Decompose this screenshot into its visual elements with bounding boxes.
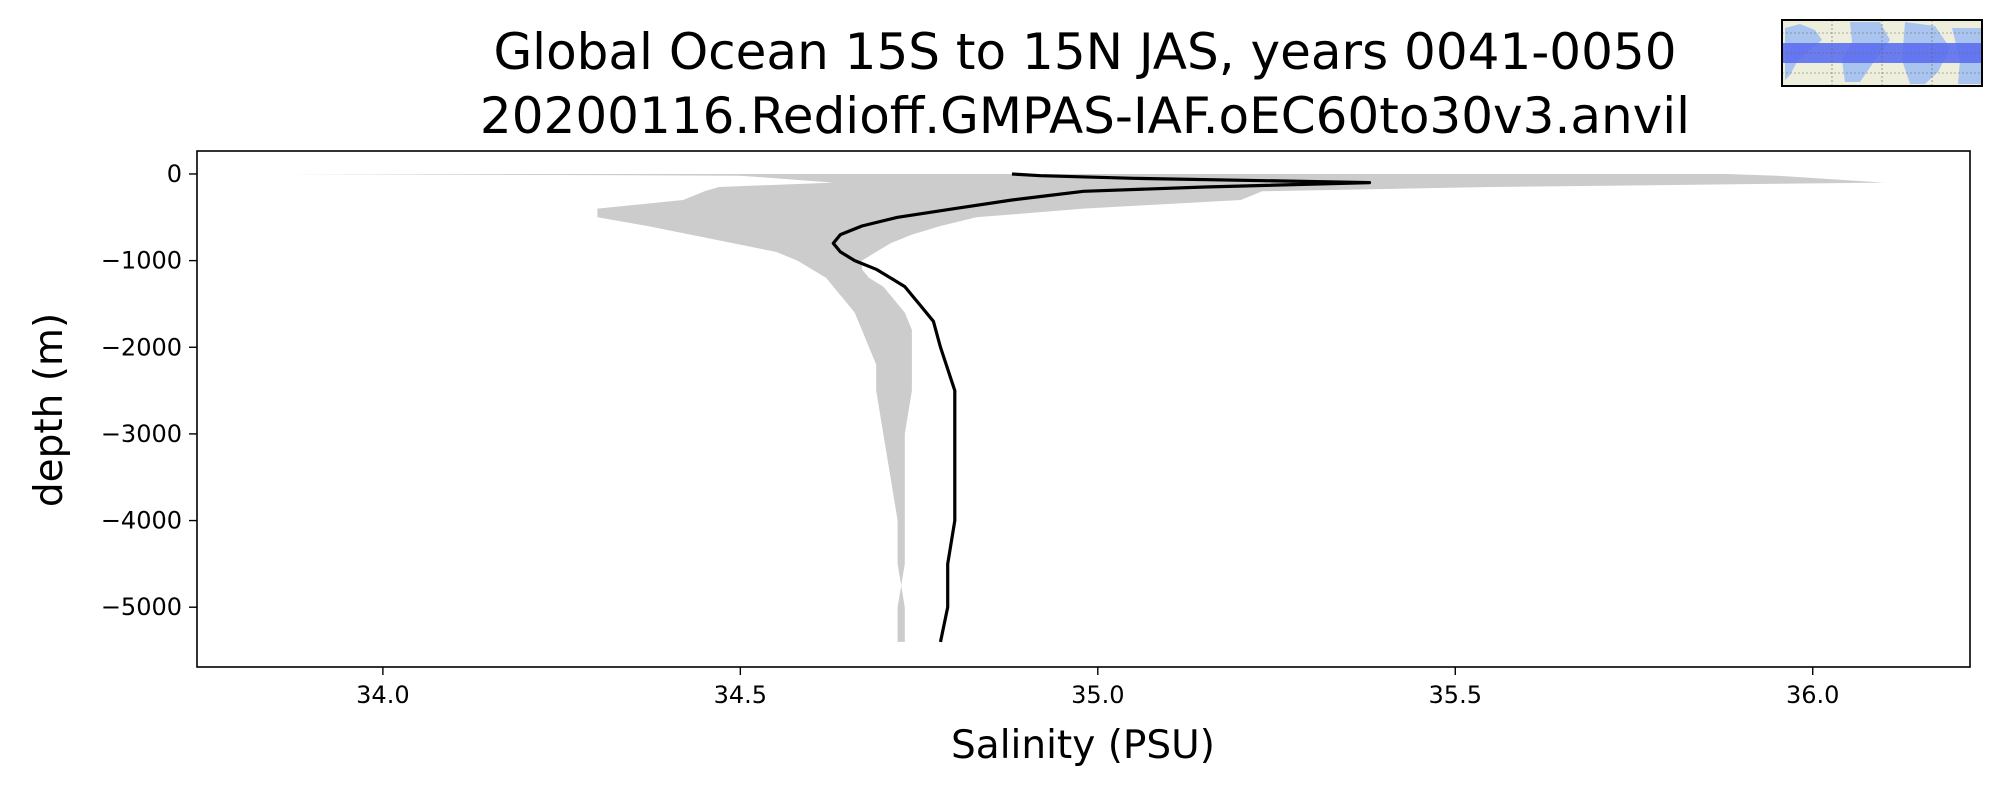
map-icon bbox=[1781, 19, 1983, 87]
range-band bbox=[282, 174, 1885, 642]
x-axis-label: Salinity (PSU) bbox=[951, 723, 1215, 768]
chart-title: Global Ocean 15S to 15N JAS, years 0041-… bbox=[493, 23, 1676, 81]
chart-subtitle: 20200116.Redioff.GMPAS-IAF.oEC60to30v3.a… bbox=[480, 87, 1690, 145]
x-tick-label: 34.0 bbox=[356, 681, 409, 709]
x-tick-label: 35.0 bbox=[1071, 681, 1124, 709]
y-tick-label: −3000 bbox=[101, 420, 182, 448]
x-tick-label: 35.5 bbox=[1429, 681, 1482, 709]
y-tick-label: −4000 bbox=[101, 507, 182, 535]
x-tick-label: 36.0 bbox=[1786, 681, 1839, 709]
y-tick-label: −1000 bbox=[101, 247, 182, 275]
y-tick-label: −2000 bbox=[101, 333, 182, 361]
plot-frame bbox=[196, 150, 1971, 668]
series-line-0 bbox=[831, 172, 1372, 643]
y-axis-label: depth (m) bbox=[27, 313, 72, 507]
y-tick-label: −5000 bbox=[101, 593, 182, 621]
y-tick-label: 0 bbox=[167, 160, 182, 188]
x-tick-label: 34.5 bbox=[714, 681, 767, 709]
